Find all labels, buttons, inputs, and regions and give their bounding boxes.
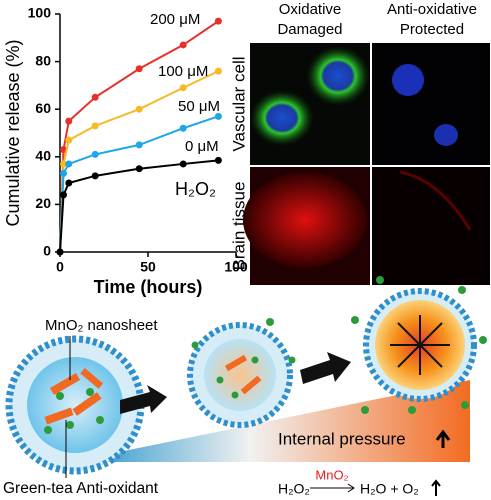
- reaction-arrow: [310, 483, 355, 493]
- y-tick-label: 0: [43, 243, 51, 259]
- micrographs: Oxidative Damaged Anti-oxidative Protect…: [229, 1, 490, 285]
- point: [214, 112, 222, 120]
- point: [60, 169, 68, 177]
- row-label: Vascular cell: [229, 56, 248, 151]
- chart: 0 20 40 60 80 100 0 50 100 Time (hours) Cumulative…: [3, 5, 248, 297]
- point: [65, 160, 73, 168]
- products: H₂O + O₂: [360, 481, 419, 497]
- y-axis-label: Cumulative release (%): [3, 39, 23, 226]
- y-tick-label: 40: [35, 148, 51, 164]
- antioxidants: [44, 388, 104, 434]
- row-label: Brain tissue: [229, 182, 248, 271]
- image: [372, 43, 490, 165]
- series-label: 50 μM: [178, 98, 220, 115]
- nanosheets: [44, 367, 104, 425]
- particle-core: [27, 357, 123, 453]
- annotation: H₂O₂: [175, 179, 216, 199]
- antioxidants: [191, 341, 296, 399]
- cell: [306, 46, 370, 106]
- point: [179, 124, 187, 132]
- pressure-label: Internal pressure: [278, 429, 406, 448]
- up-arrow: [435, 429, 451, 448]
- pressure-arrows: [390, 315, 450, 375]
- particle-core: [204, 339, 276, 411]
- column-label: Damaged: [277, 21, 342, 38]
- column-label: Anti-oxidative: [387, 1, 477, 18]
- nucleus: [392, 64, 424, 96]
- released-antioxidants: [266, 276, 487, 414]
- series-label: 0 μM: [185, 138, 219, 155]
- tissue: [399, 170, 472, 231]
- x-axis-label: Time (hours): [94, 277, 203, 297]
- schematic: Internal pressure MnO₂ nanosheet Green-t…: [3, 276, 487, 497]
- antioxidant-label: Green-tea Anti-oxidant: [3, 480, 159, 497]
- series-line: [59, 159, 219, 253]
- point: [60, 146, 68, 154]
- tissue: [243, 172, 367, 268]
- point: [65, 136, 73, 144]
- point: [91, 172, 99, 180]
- point: [135, 65, 143, 73]
- point: [214, 156, 222, 164]
- arrow: [120, 385, 167, 414]
- y-tick-label: 60: [35, 100, 51, 116]
- y-tick-label: 80: [35, 52, 51, 68]
- reactant: H₂O₂: [278, 481, 310, 497]
- cell: [250, 90, 314, 146]
- pressure-gradient: [70, 380, 470, 462]
- point: [91, 150, 99, 158]
- point: [179, 84, 187, 92]
- series-line: [59, 20, 219, 253]
- point: [65, 117, 73, 125]
- point: [60, 160, 68, 168]
- point: [135, 141, 143, 149]
- up-arrow: [431, 479, 441, 496]
- y-tick-label: 20: [35, 195, 51, 211]
- column-label: Oxidative: [279, 1, 342, 18]
- point: [135, 105, 143, 113]
- x-tick-label: 0: [56, 259, 64, 275]
- catalyst: MnO₂: [315, 467, 348, 482]
- point: [60, 191, 68, 199]
- x-tick-label: 100: [224, 259, 248, 275]
- series-label: 100 μM: [158, 63, 208, 80]
- point: [91, 122, 99, 130]
- point: [56, 248, 64, 256]
- y-tick-label: 100: [28, 5, 52, 21]
- point: [135, 165, 143, 173]
- series-label: 200 μM: [150, 11, 200, 28]
- point: [214, 17, 222, 25]
- column-label: Protected: [400, 21, 464, 38]
- point: [179, 160, 187, 168]
- arrow: [300, 352, 351, 384]
- nucleus: [434, 124, 458, 146]
- point: [65, 179, 73, 187]
- nanosheet-label: MnO₂ nanosheet: [45, 317, 158, 334]
- x-tick-label: 50: [140, 259, 156, 275]
- point: [179, 41, 187, 49]
- point: [91, 93, 99, 101]
- point: [214, 67, 222, 75]
